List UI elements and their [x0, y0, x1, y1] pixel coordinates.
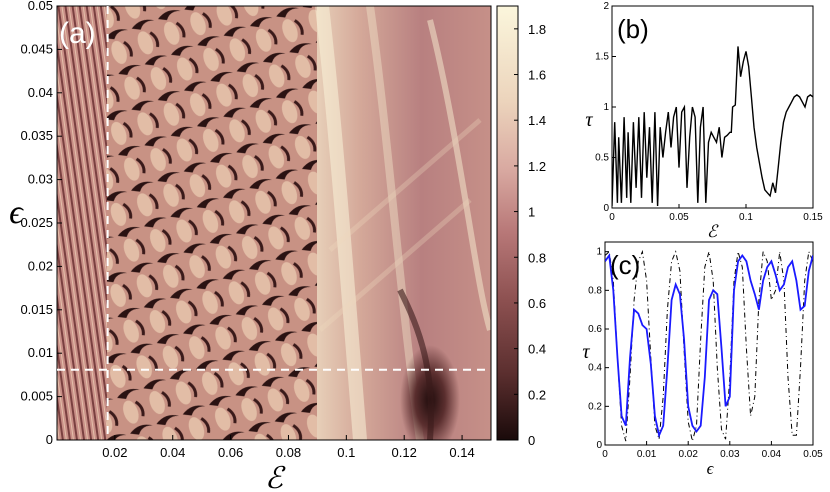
line-panel-c: 0 0.01 0.02 0.03 0.04 0.05 0 0.2 0.4 0.6 0.8 1 (c)…: [582, 241, 823, 478]
x-tick-label-a: 0.12: [392, 445, 417, 460]
x-ticks-c: 0 0.01 0.02 0.03 0.04 0.05: [602, 441, 823, 460]
x-tick-label-c: 0.03: [720, 449, 740, 460]
y-tick-label-c: 0.4: [588, 363, 602, 374]
panel-label-a: (a): [59, 17, 96, 50]
y-tick-label-a: 0.05: [28, 0, 53, 13]
colorbar-tick-label: 0.6: [528, 296, 546, 311]
x-tick-label-b: 0.05: [669, 212, 689, 223]
y-tick-label-a: 0.01: [28, 345, 53, 360]
x-ticks-b: 0 0.05 0.1 0.15: [609, 204, 823, 223]
x-tick-label-b: 0.1: [739, 212, 753, 223]
line-panel-b: 0 0.05 0.1 0.15 0 0.5 1 1.5 2 (b) ℰ τ: [585, 1, 823, 241]
y-tick-label-a: 0.03: [28, 172, 53, 187]
x-tick-label-a: 0.1: [337, 445, 355, 460]
y-tick-label-b: 0: [603, 203, 609, 214]
x-tick-label-a: 0.06: [218, 445, 243, 460]
x-axis-label-b: ℰ: [707, 222, 719, 241]
y-tick-label-b: 1.5: [595, 52, 609, 63]
x-tick-label-a: 0.02: [102, 445, 127, 460]
colorbar-tick-label: 1.4: [528, 113, 546, 128]
y-tick-label-a: 0.025: [20, 215, 53, 230]
x-tick-label-c: 0.04: [762, 449, 782, 460]
colorbar-tick-label: 0.4: [528, 342, 546, 357]
y-tick-label-a: 0.045: [20, 41, 53, 56]
plot-frame-b: [611, 5, 814, 209]
x-tick-label-c: 0: [602, 449, 608, 460]
y-tick-label-a: 0.005: [20, 389, 53, 404]
x-ticks-a: 0.02 0.04 0.06 0.08 0.1 0.12 0.14: [102, 435, 475, 460]
y-tick-label-c: 1: [596, 247, 602, 258]
colorbar-tick-label: 0.2: [528, 387, 546, 402]
y-ticks-b: 0 0.5 1 1.5 2: [595, 1, 616, 214]
heatmap-region-striped: [57, 6, 107, 440]
y-tick-label-c: 0.2: [588, 401, 602, 412]
y-ticks-a: 0 0.005 0.01 0.015 0.02 0.025 0.03 0.035 0.04 0.0…: [20, 0, 62, 447]
colorbar: 0 0.2 0.4 0.6 0.8 1 1.2 1.4 1.6 1.8: [496, 5, 546, 448]
y-tick-label-a: 0.02: [28, 258, 53, 273]
y-tick-label-c: 0.6: [588, 324, 602, 335]
colorbar-gradient: [496, 5, 519, 441]
y-tick-label-c: 0: [596, 440, 602, 451]
y-tick-label-a: 0.015: [20, 302, 53, 317]
y-tick-label-c: 0.8: [588, 285, 602, 296]
colorbar-tick-label: 1.6: [528, 68, 546, 83]
y-tick-label-b: 2: [603, 1, 609, 12]
colorbar-tick-label: 0.8: [528, 250, 546, 265]
colorbar-tick-label: 1: [528, 205, 535, 220]
x-axis-label-a: ℰ: [265, 462, 286, 492]
y-tick-label-a: 0.04: [28, 85, 53, 100]
x-tick-label-c: 0.01: [637, 449, 657, 460]
x-tick-label-c: 0.05: [803, 449, 823, 460]
x-axis-label-c: ϵ: [707, 459, 715, 478]
y-tick-label-b: 1: [603, 102, 609, 113]
y-ticks-c: 0 0.2 0.4 0.6 0.8 1: [588, 247, 609, 451]
y-axis-label-a: ϵ: [9, 194, 24, 231]
series-line-c-blue: [605, 253, 813, 439]
colorbar-tick-label: 0: [528, 433, 535, 448]
plot-frame-c: [604, 241, 814, 446]
y-tick-label-a: 0: [46, 432, 53, 447]
x-tick-label-a: 0.04: [160, 445, 185, 460]
series-line-b: [612, 46, 813, 207]
heatmap-panel-a: (a) 0.02 0.04 0.06 0.08 0.1 0.12 0.14 0 0.005 0.…: [9, 0, 492, 492]
x-tick-label-c: 0.02: [678, 449, 698, 460]
y-tick-label-b: 0.5: [595, 153, 609, 164]
x-tick-label-a: 0.14: [449, 445, 474, 460]
heatmap-region-lobes: [107, 6, 317, 440]
panel-label-b: (b): [617, 14, 649, 44]
colorbar-tick-label: 1.2: [528, 159, 546, 174]
x-tick-label-b: 0: [609, 212, 615, 223]
colorbar-tick-label: 1.8: [528, 22, 546, 37]
y-axis-label-c: τ: [582, 341, 590, 363]
colorbar-ticks: 0 0.2 0.4 0.6 0.8 1 1.2 1.4 1.6 1.8: [514, 22, 546, 448]
panel-label-c: (c): [610, 250, 640, 280]
y-tick-label-a: 0.035: [20, 128, 53, 143]
y-axis-label-b: τ: [585, 109, 593, 131]
x-tick-label-a: 0.08: [276, 445, 301, 460]
x-tick-label-b: 0.15: [803, 212, 823, 223]
